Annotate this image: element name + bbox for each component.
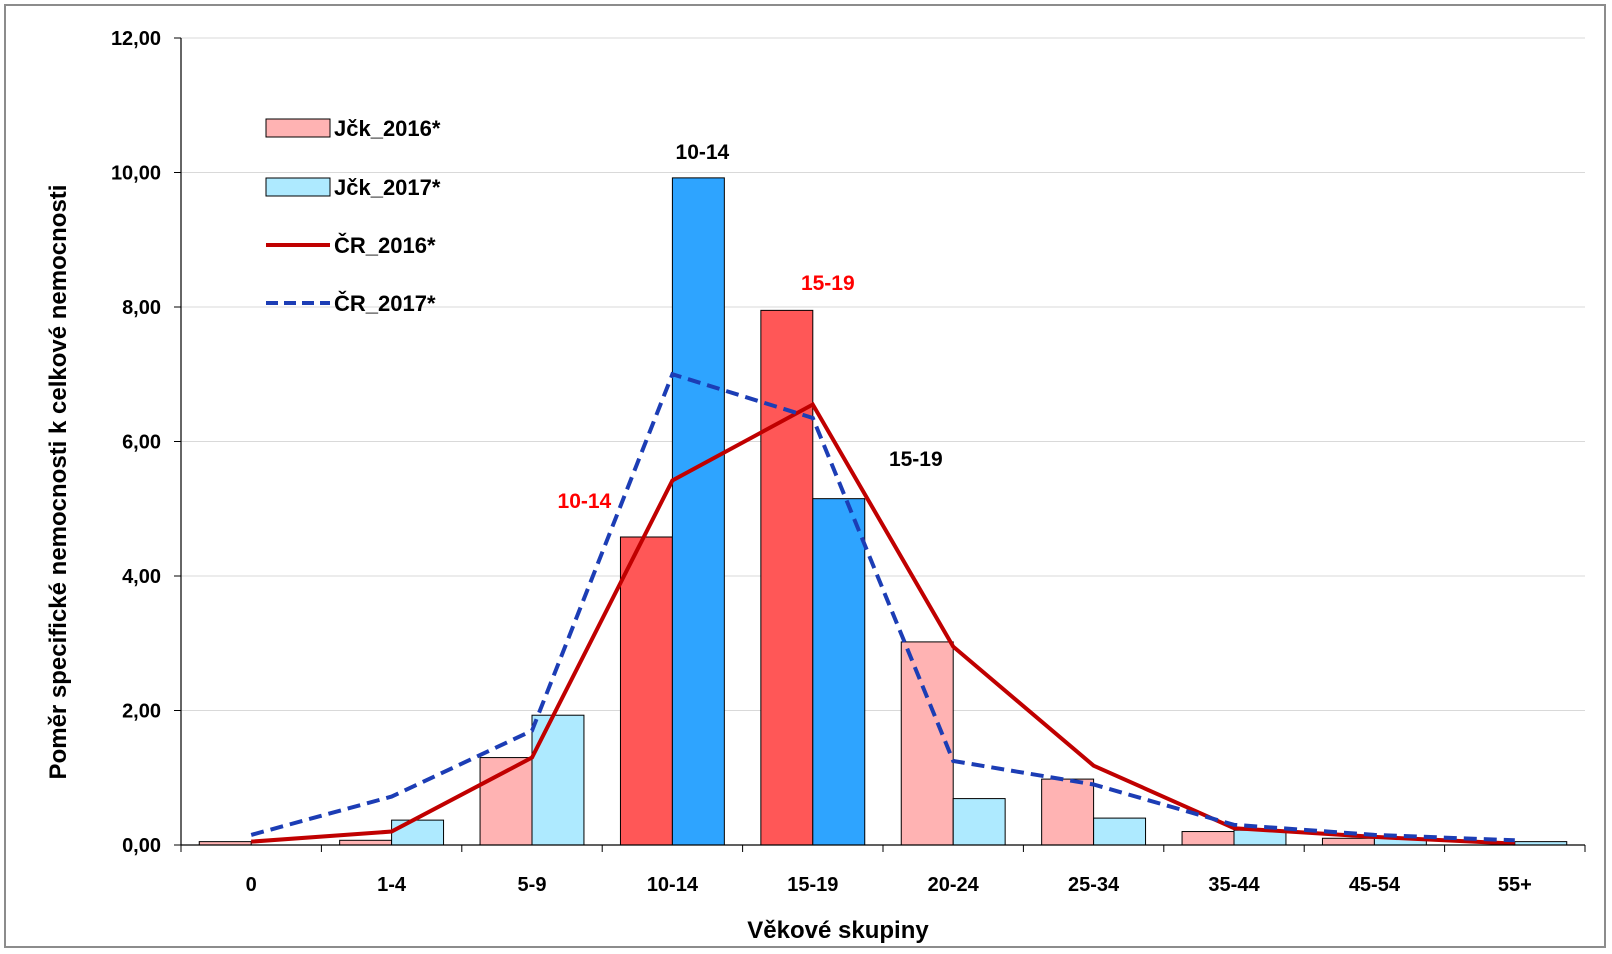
- bar: [952, 798, 1006, 846]
- x-tick-label: 35-44: [1208, 874, 1260, 896]
- bar: [1041, 778, 1095, 846]
- x-tick-label: 1-4: [377, 874, 407, 896]
- y-tick-label: 10,00: [111, 163, 161, 185]
- annotation-label: 10-14: [676, 141, 730, 164]
- legend-swatch: [265, 177, 331, 197]
- annotation-label: 10-14: [558, 490, 612, 513]
- x-tick-label: 55+: [1498, 874, 1532, 896]
- y-tick-label: 6,00: [122, 432, 161, 454]
- annotations: 10-14 15-19 10-14 15-19: [558, 141, 943, 513]
- bar: [339, 839, 393, 846]
- annotation-label: 15-19: [889, 448, 943, 471]
- y-tick-label: 4,00: [122, 566, 161, 588]
- annotation-label: 15-19: [801, 272, 855, 295]
- series-line: [250, 371, 1515, 843]
- x-tick-label: 5-9: [518, 874, 547, 896]
- gridlines: [181, 37, 1585, 711]
- bar: [760, 309, 814, 846]
- x-tick-labels: 0 1-4 5-9 10-14 15-19 20-24 25-34 35-44 45-54 55+: [246, 874, 1532, 896]
- y-tick-label: 2,00: [122, 701, 161, 723]
- legend-label: Jčk_2017*: [334, 175, 441, 200]
- y-axis-title: Poměr specifické nemocnosti k celkové ne…: [45, 185, 72, 780]
- series-line: [251, 401, 1515, 846]
- x-tick-label: 15-19: [787, 874, 838, 896]
- bar: [531, 714, 585, 846]
- bar: [391, 819, 445, 846]
- bar: [812, 498, 866, 846]
- bar: [619, 536, 673, 846]
- bar: [1093, 817, 1147, 846]
- legend-label: ČR_2016*: [334, 233, 436, 258]
- y-tick-label: 8,00: [122, 297, 161, 319]
- legend: Jčk_2016* Jčk_2017* ČR_2016* ČR_2017*: [265, 116, 441, 316]
- legend-swatch: [265, 118, 331, 138]
- bar: [1181, 831, 1235, 846]
- axes: [174, 37, 1586, 852]
- y-tick-labels: 0,00 2,00 4,00 6,00 8,00 10,00 12,00: [111, 28, 161, 857]
- legend-label: Jčk_2016*: [334, 116, 441, 141]
- bar: [671, 177, 725, 846]
- x-tick-label: 0: [246, 874, 257, 896]
- bars: [198, 177, 1568, 846]
- bar: [1321, 837, 1375, 846]
- x-tick-label: 25-34: [1068, 874, 1120, 896]
- x-tick-label: 10-14: [647, 874, 699, 896]
- y-tick-label: 12,00: [111, 28, 161, 50]
- x-tick-label: 45-54: [1349, 874, 1401, 896]
- y-tick-label: 0,00: [122, 835, 161, 857]
- x-tick-label: 20-24: [928, 874, 980, 896]
- x-axis-title: Věkové skupiny: [747, 917, 929, 944]
- series-lines: [250, 371, 1515, 846]
- legend-label: ČR_2017*: [334, 291, 436, 316]
